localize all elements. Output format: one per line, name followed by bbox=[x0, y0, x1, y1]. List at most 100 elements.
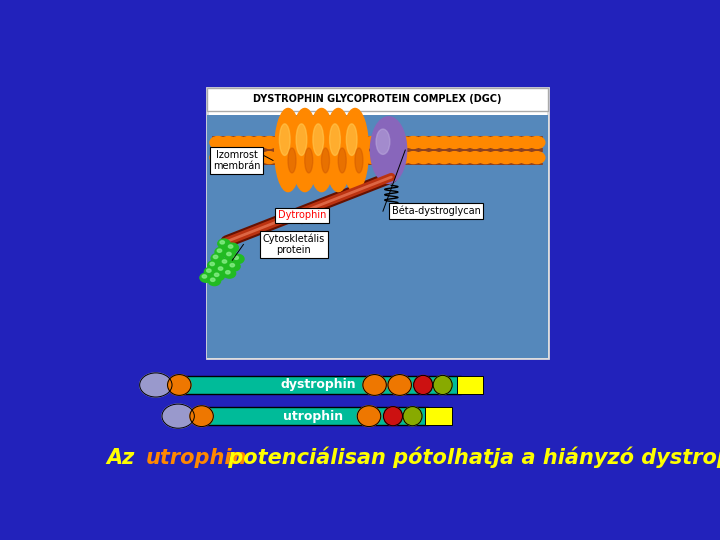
Circle shape bbox=[225, 271, 230, 274]
Circle shape bbox=[200, 273, 212, 282]
Circle shape bbox=[446, 137, 462, 148]
Ellipse shape bbox=[308, 109, 335, 192]
Text: utrophin: utrophin bbox=[145, 448, 247, 468]
Circle shape bbox=[213, 255, 217, 259]
Circle shape bbox=[508, 137, 524, 148]
Circle shape bbox=[405, 152, 421, 164]
Circle shape bbox=[227, 252, 231, 255]
Circle shape bbox=[436, 137, 452, 148]
FancyBboxPatch shape bbox=[456, 376, 483, 394]
Circle shape bbox=[364, 152, 380, 164]
Circle shape bbox=[222, 260, 227, 263]
Circle shape bbox=[518, 137, 534, 148]
Ellipse shape bbox=[140, 373, 172, 397]
Circle shape bbox=[232, 254, 244, 264]
Circle shape bbox=[234, 256, 238, 259]
Circle shape bbox=[354, 152, 370, 164]
Text: Cytoskletális
protein: Cytoskletális protein bbox=[263, 233, 325, 255]
FancyBboxPatch shape bbox=[426, 407, 452, 425]
Circle shape bbox=[477, 137, 493, 148]
Circle shape bbox=[220, 241, 225, 244]
Circle shape bbox=[282, 152, 298, 164]
Circle shape bbox=[202, 275, 207, 278]
Ellipse shape bbox=[325, 109, 351, 192]
Circle shape bbox=[436, 152, 452, 164]
Ellipse shape bbox=[162, 404, 194, 428]
Circle shape bbox=[323, 152, 339, 164]
Circle shape bbox=[261, 137, 277, 148]
Ellipse shape bbox=[190, 406, 213, 427]
Ellipse shape bbox=[168, 375, 191, 395]
Circle shape bbox=[208, 276, 220, 286]
Circle shape bbox=[529, 152, 545, 164]
Circle shape bbox=[395, 152, 411, 164]
Circle shape bbox=[225, 251, 237, 260]
Circle shape bbox=[302, 152, 318, 164]
Circle shape bbox=[302, 137, 318, 148]
Circle shape bbox=[415, 152, 432, 164]
Circle shape bbox=[446, 152, 462, 164]
Circle shape bbox=[271, 152, 287, 164]
Ellipse shape bbox=[338, 148, 346, 173]
Circle shape bbox=[207, 269, 211, 272]
Ellipse shape bbox=[355, 148, 363, 173]
Circle shape bbox=[518, 152, 534, 164]
Circle shape bbox=[426, 152, 442, 164]
Circle shape bbox=[456, 137, 473, 148]
Circle shape bbox=[210, 137, 226, 148]
Text: Dytrophin: Dytrophin bbox=[278, 210, 326, 220]
Circle shape bbox=[467, 152, 483, 164]
Circle shape bbox=[384, 137, 401, 148]
Circle shape bbox=[384, 152, 401, 164]
FancyBboxPatch shape bbox=[176, 376, 461, 394]
Circle shape bbox=[216, 265, 228, 274]
Ellipse shape bbox=[279, 124, 290, 156]
Circle shape bbox=[217, 239, 230, 248]
Circle shape bbox=[240, 137, 257, 148]
Ellipse shape bbox=[363, 375, 387, 395]
Circle shape bbox=[261, 152, 277, 164]
Circle shape bbox=[323, 137, 339, 148]
Circle shape bbox=[487, 137, 504, 148]
Ellipse shape bbox=[376, 129, 390, 154]
Ellipse shape bbox=[370, 117, 407, 183]
Text: DYSTROPHIN GLYCOPROTEIN COMPLEX (DGC): DYSTROPHIN GLYCOPROTEIN COMPLEX (DGC) bbox=[253, 94, 502, 104]
Circle shape bbox=[343, 137, 359, 148]
FancyBboxPatch shape bbox=[207, 87, 547, 111]
Circle shape bbox=[467, 137, 483, 148]
Circle shape bbox=[333, 152, 349, 164]
Ellipse shape bbox=[275, 109, 302, 192]
Ellipse shape bbox=[321, 148, 330, 173]
Circle shape bbox=[228, 245, 233, 248]
Ellipse shape bbox=[384, 407, 402, 426]
Circle shape bbox=[354, 137, 370, 148]
Circle shape bbox=[240, 152, 257, 164]
Circle shape bbox=[292, 137, 308, 148]
Circle shape bbox=[374, 137, 390, 148]
Circle shape bbox=[208, 261, 220, 270]
Circle shape bbox=[333, 137, 349, 148]
Circle shape bbox=[374, 152, 390, 164]
Circle shape bbox=[529, 137, 545, 148]
Circle shape bbox=[230, 264, 235, 267]
Ellipse shape bbox=[388, 375, 411, 395]
Circle shape bbox=[228, 262, 240, 271]
Circle shape bbox=[395, 137, 411, 148]
Circle shape bbox=[292, 152, 308, 164]
Circle shape bbox=[212, 272, 225, 281]
Circle shape bbox=[220, 137, 236, 148]
Circle shape bbox=[498, 152, 514, 164]
Circle shape bbox=[426, 137, 442, 148]
Circle shape bbox=[210, 262, 215, 266]
Circle shape bbox=[405, 137, 421, 148]
Ellipse shape bbox=[330, 124, 341, 156]
Ellipse shape bbox=[305, 148, 312, 173]
Circle shape bbox=[251, 152, 267, 164]
Circle shape bbox=[498, 137, 514, 148]
Circle shape bbox=[456, 152, 473, 164]
Text: potenciálisan pótolhatja a hiányzó dystrophint !: potenciálisan pótolhatja a hiányzó dystr… bbox=[221, 447, 720, 469]
Text: utrophin: utrophin bbox=[283, 410, 343, 423]
Circle shape bbox=[415, 137, 432, 148]
Circle shape bbox=[215, 273, 219, 276]
Circle shape bbox=[508, 152, 524, 164]
